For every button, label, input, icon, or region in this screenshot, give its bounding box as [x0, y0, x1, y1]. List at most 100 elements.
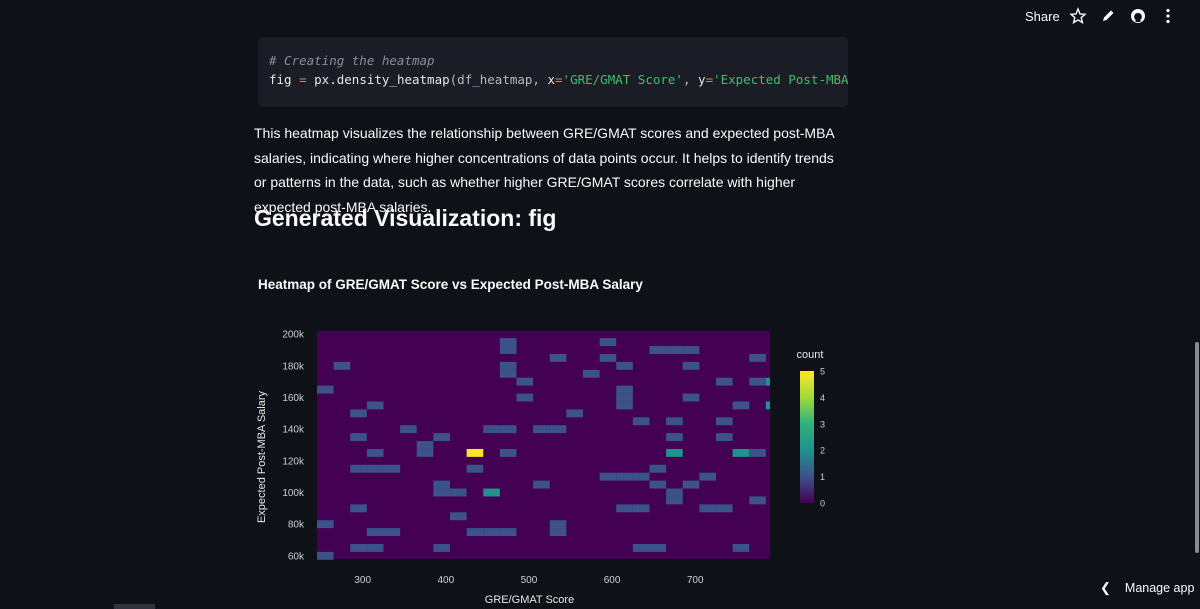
colorbar: [800, 371, 814, 503]
heatmap-cell: [433, 433, 450, 442]
section-heading: Generated Visualization: fig: [254, 205, 557, 231]
code-token: 'Expected Post-MBA Sala: [713, 72, 848, 87]
heatmap-cell: [433, 480, 450, 489]
heatmap-cell: [616, 393, 633, 402]
heatmap-cell: [466, 448, 484, 457]
heatmap-cell: [499, 425, 517, 434]
heatmap-cell: [350, 433, 367, 442]
heatmap-cell: [549, 353, 567, 362]
heatmap-cell: [499, 369, 517, 378]
heatmap-cell: [516, 393, 534, 402]
x-tick-label: 300: [354, 575, 371, 586]
heatmap-cell: [715, 504, 733, 513]
code-token: (df_heatmap,: [449, 72, 548, 87]
heatmap-cell: [433, 488, 450, 497]
colorbar-tick-label: 4: [820, 393, 825, 403]
heatmap-cell: [715, 417, 733, 426]
y-tick-label: 140k: [282, 425, 305, 436]
x-tick-label: 600: [604, 575, 621, 586]
code-token: px: [314, 72, 330, 87]
y-axis-title: Expected Post-MBA Salary: [256, 390, 268, 523]
x-tick-label: 700: [687, 575, 704, 586]
heatmap-cell: [616, 385, 633, 394]
heatmap-cell: [533, 425, 550, 434]
heatmap-cell: [699, 472, 716, 481]
manage-app-label: Manage app: [1124, 581, 1195, 595]
heatmap-cell: [749, 496, 766, 505]
heatmap-cell: [416, 448, 434, 457]
share-button[interactable]: Share: [1025, 9, 1060, 24]
heatmap-cell: [516, 377, 534, 386]
colorbar-tick-label: 5: [820, 367, 825, 377]
heatmap-cell: [749, 353, 766, 362]
heatmap-cell: [682, 480, 700, 489]
heatmap-cell: [366, 464, 384, 473]
code-line: fig = px.density_heatmap(df_heatmap, x='…: [269, 72, 848, 87]
heatmap-cell: [732, 448, 750, 457]
colorbar-title: count: [797, 349, 824, 361]
scrollbar[interactable]: [1195, 342, 1199, 553]
heatmap-cell: [582, 369, 600, 378]
heatmap-cell: [366, 401, 384, 410]
heatmap-cell: [499, 338, 517, 347]
star-icon[interactable]: [1069, 7, 1087, 25]
code-token: =: [291, 72, 315, 87]
heatmap-cell: [616, 361, 633, 370]
description-paragraph: This heatmap visualizes the relationship…: [254, 125, 834, 215]
code-token: =: [555, 72, 563, 87]
heatmap-cell: [699, 504, 716, 513]
github-icon[interactable]: [1129, 7, 1147, 25]
heatmap-cell: [499, 528, 517, 537]
heatmap-cell: [383, 464, 401, 473]
heatmap-cell: [749, 448, 766, 457]
heatmap-cell: [416, 441, 434, 449]
heatmap-cell: [533, 480, 550, 489]
heatmap-cell: [366, 543, 384, 552]
y-tick-label: 180k: [282, 361, 305, 372]
heatmap-cell: [732, 543, 750, 552]
y-tick-label: 80k: [288, 520, 305, 531]
heatmap-cell: [649, 464, 667, 473]
heatmap-cell: [549, 520, 567, 529]
colorbar-tick-label: 1: [820, 472, 825, 482]
heatmap-cell: [616, 472, 633, 481]
edit-pencil-icon[interactable]: [1099, 7, 1117, 25]
heatmap-cell: [616, 504, 633, 513]
heatmap-cell: [715, 377, 733, 386]
heatmap-cell: [449, 488, 467, 497]
heatmap-cell: [649, 480, 667, 489]
chart-title: Heatmap of GRE/GMAT Score vs Expected Po…: [258, 277, 643, 292]
heatmap-cell: [632, 417, 650, 426]
heatmap-cell: [466, 464, 484, 473]
manage-app-button[interactable]: ❮ Manage app: [1100, 580, 1194, 596]
y-tick-label: 120k: [282, 456, 305, 467]
heatmap-cell: [317, 551, 334, 560]
heatmap-cell: [666, 488, 683, 497]
heatmap-cell: [599, 338, 617, 347]
heatmap-cell: [599, 353, 617, 362]
heatmap-cell: [666, 346, 683, 354]
heatmap-cell: [649, 543, 667, 552]
heatmap-cell: [499, 346, 517, 354]
more-vertical-icon[interactable]: [1159, 7, 1177, 25]
heatmap-cell: [350, 464, 367, 473]
heatmap-cell: [566, 409, 583, 418]
heatmap-cell: [350, 409, 367, 418]
heatmap-cell: [317, 520, 334, 529]
top-toolbar: Share: [0, 0, 1200, 34]
heatmap-cell: [483, 488, 500, 497]
chevron-left-icon: ❮: [1100, 580, 1111, 595]
code-token: fig: [269, 72, 292, 87]
heatmap-cell: [317, 385, 334, 394]
heatmap-cell: [749, 377, 766, 386]
x-tick-label: 500: [521, 575, 538, 586]
heatmap-cell: [483, 425, 500, 434]
heatmap-cell: [383, 528, 401, 537]
heatmap-chart[interactable]: 300 400 500 600 700 60k 80k 100k 120k 140k 160k 180…: [250, 316, 850, 609]
heatmap-cell: [400, 425, 417, 434]
heatmap-cell: [632, 543, 650, 552]
y-tick-label: 200k: [282, 330, 305, 341]
heatmap-cell: [549, 425, 567, 434]
heatmap-cell: [732, 401, 750, 410]
heatmap-cell: [333, 361, 351, 370]
